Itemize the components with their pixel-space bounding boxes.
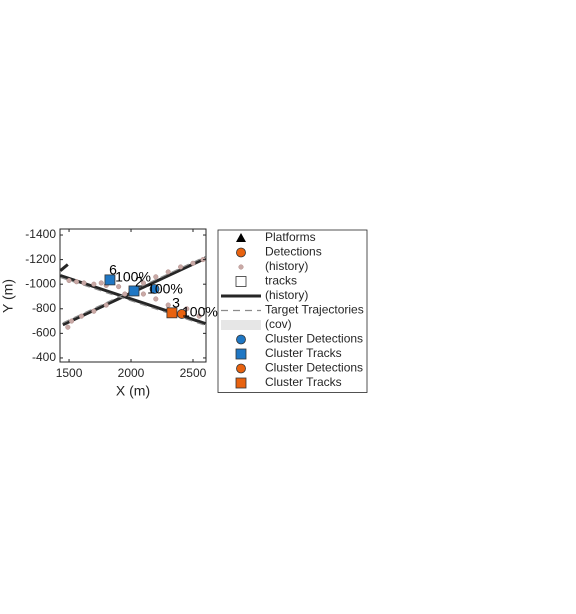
y-tick-label: -1400: [25, 227, 56, 241]
dot-marker: [196, 313, 202, 319]
triangle-marker: [236, 233, 246, 242]
legend-label: Target Trajectories: [265, 303, 364, 317]
plot-area: [60, 255, 206, 330]
square-marker: [128, 285, 140, 297]
dot-marker: [184, 306, 190, 312]
axes-box: [59, 228, 207, 363]
dot-marker: [116, 284, 122, 290]
circle-marker: [236, 363, 246, 374]
legend-label: tracks: [265, 274, 297, 288]
y-tick-label: -400: [32, 350, 56, 364]
circle-marker: [236, 247, 246, 258]
dot-marker: [238, 264, 244, 270]
legend-label: (cov): [265, 317, 292, 331]
square-marker: [235, 276, 247, 287]
legend-label: Cluster Detections: [265, 361, 363, 375]
y-tick-label: -600: [32, 326, 56, 340]
dot-marker: [78, 313, 84, 319]
legend-label: (history): [265, 259, 308, 273]
x-axis-label: X (m): [116, 383, 150, 399]
square-marker: [104, 274, 116, 286]
dot-marker: [178, 264, 184, 270]
legend-label: Platforms: [265, 230, 316, 244]
legend-label: Cluster Tracks: [265, 375, 342, 389]
legend-label: Detections: [265, 245, 322, 259]
legend-label: (history): [265, 288, 308, 302]
square-marker: [235, 348, 247, 360]
dot-marker: [165, 302, 171, 308]
y-tick-label: -1200: [25, 252, 56, 266]
annotation: 3: [172, 295, 180, 311]
square-marker: [235, 377, 247, 389]
dot-marker: [98, 280, 104, 286]
dot-marker: [73, 279, 80, 285]
dot-marker: [81, 280, 87, 286]
annotation: 6: [109, 262, 117, 278]
circle-marker: [236, 334, 246, 345]
y-tick-label: -800: [32, 301, 56, 315]
dot-marker: [66, 277, 72, 284]
dot-marker: [91, 308, 97, 314]
y-tick-label: -1000: [25, 276, 56, 290]
y-axis-label: Y (m): [0, 279, 16, 313]
dot-marker: [91, 281, 97, 287]
dot-marker: [140, 291, 146, 297]
x-tick-label: 1500: [56, 366, 83, 380]
circle-marker: [176, 309, 187, 319]
dot-marker: [65, 324, 71, 330]
x-tick-label: 2000: [118, 366, 145, 380]
circle-marker: [149, 284, 160, 294]
dot-marker: [103, 302, 109, 308]
patch-marker: [221, 320, 261, 330]
dot-marker: [153, 274, 159, 280]
dot-marker: [68, 318, 75, 324]
legend-label: Cluster Tracks: [265, 346, 342, 360]
x-tick-label: 2500: [180, 366, 207, 380]
annotation: 100%: [147, 281, 183, 297]
dot-marker: [190, 260, 196, 266]
square-marker: [166, 307, 178, 319]
annotation: 100%: [182, 304, 218, 320]
annotation: 100%: [115, 269, 151, 285]
dot-marker: [122, 291, 128, 297]
dot-marker: [140, 280, 146, 286]
dot-marker: [153, 296, 159, 302]
legend-label: Cluster Detections: [265, 332, 363, 346]
dot-marker: [165, 269, 171, 275]
annotation: 2: [135, 274, 143, 290]
